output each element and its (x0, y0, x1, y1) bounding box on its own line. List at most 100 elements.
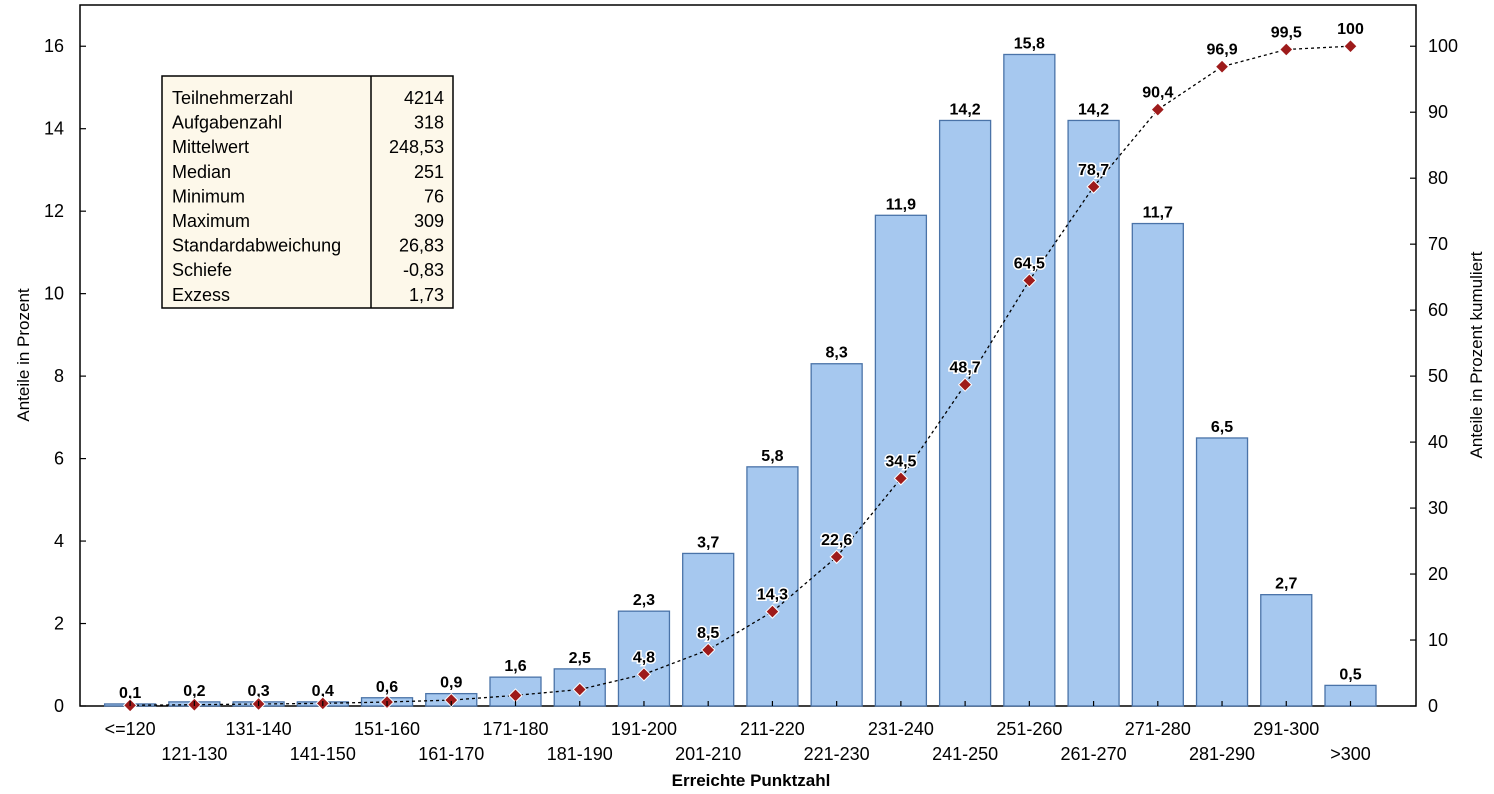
cumulative-marker (957, 377, 973, 392)
y-tick-label: 6 (54, 449, 64, 469)
cumulative-marker (1022, 273, 1037, 288)
y2-tick-label: 10 (1428, 630, 1448, 650)
bar (682, 552, 735, 707)
bar-value-label: 6,5 (1211, 419, 1233, 436)
cumulative-value-label: 22,6 (821, 532, 852, 549)
cumulative-value-label: 100 (1337, 21, 1364, 38)
bar-value-label: 0,3 (247, 683, 269, 700)
cumulative-value-label: 96,9 (1206, 42, 1237, 59)
bar-value-label: 11,9 (886, 196, 916, 213)
statistics-value: 318 (414, 113, 444, 133)
y2-tick-label: 30 (1428, 498, 1448, 518)
x-tick-label: 201-210 (675, 744, 741, 764)
bar-value-label: 0,1 (119, 685, 141, 702)
statistics-value: 251 (414, 162, 444, 182)
x-tick-label: 131-140 (226, 719, 292, 739)
bar-value-label: 15,8 (1014, 35, 1045, 52)
y2-tick-label: 0 (1428, 696, 1438, 716)
statistics-value: 1,73 (409, 285, 444, 305)
x-tick-label: 221-230 (804, 744, 870, 764)
statistics-value: 26,83 (399, 236, 444, 256)
bar-value-label: 11,7 (1143, 205, 1173, 222)
statistics-label: Schiefe (172, 260, 232, 280)
x-tick-label: 141-150 (290, 744, 356, 764)
bar-value-label: 14,2 (1078, 101, 1109, 118)
bar (938, 119, 992, 707)
cumulative-value-label: 78,7 (1078, 162, 1109, 179)
statistics-value: 76 (424, 186, 444, 206)
cumulative-marker (1279, 42, 1294, 57)
y-tick-label: 4 (54, 531, 64, 551)
x-tick-label: >300 (1330, 744, 1371, 764)
x-tick-label: 281-290 (1189, 744, 1255, 764)
y-tick-label: 8 (54, 366, 64, 386)
statistics-label: Minimum (172, 186, 245, 206)
statistics-value: -0,83 (403, 260, 444, 280)
statistics-label: Exzess (172, 285, 230, 305)
y-axis-right: 0 10 20 30 40 50 60 70 80 90 100 (1410, 36, 1458, 716)
cumulative-marker (893, 471, 909, 486)
cumulative-value-label: 34,5 (885, 453, 916, 470)
cumulative-value-label: 4,8 (633, 649, 655, 666)
cumulative-marker (444, 692, 459, 708)
cumulative-value-label: 8,5 (697, 625, 719, 642)
bar-value-label: 0,6 (376, 679, 398, 696)
x-tick-label: 151-160 (354, 719, 420, 739)
statistics-box-background (161, 75, 454, 309)
statistics-box: Teilnehmerzahl 4214 Aufgabenzahl 318 Mittelw… (161, 75, 454, 309)
y-tick-label: 14 (44, 119, 64, 139)
x-tick-label: 181-190 (547, 744, 613, 764)
bar (746, 466, 799, 707)
x-tick-label: 261-270 (1061, 744, 1127, 764)
statistics-label: Aufgabenzahl (172, 113, 282, 133)
y2-tick-label: 40 (1428, 432, 1448, 452)
cumulative-marker (1214, 59, 1230, 74)
cumulative-marker (572, 682, 587, 697)
y2-tick-label: 100 (1428, 36, 1458, 56)
cumulative-labels: 4,8 8,5 14,3 22,6 34,5 48,7 64,5 78,7 90,4 96,9 99… (631, 20, 1365, 668)
bar (1067, 119, 1120, 707)
statistics-value: 4214 (404, 88, 444, 108)
cumulative-value-label: 99,5 (1271, 25, 1302, 42)
bar-value-label: 5,8 (761, 448, 783, 465)
cumulative-marker (829, 549, 844, 565)
bar-value-label: 3,7 (697, 534, 719, 551)
statistics-label: Median (172, 162, 231, 182)
cumulative-marker (700, 642, 716, 658)
bar-value-label: 0,9 (440, 675, 462, 692)
bar-value-label: 0,2 (183, 683, 205, 700)
x-tick-label: 291-300 (1253, 719, 1319, 739)
cumulative-marker (1086, 179, 1101, 194)
bar-value-label: 1,6 (504, 658, 526, 675)
bar (617, 610, 671, 707)
bar (1003, 53, 1056, 707)
y-tick-label: 12 (44, 201, 64, 221)
y-tick-label: 2 (54, 614, 64, 634)
bar (810, 363, 863, 707)
y-tick-label: 0 (54, 696, 64, 716)
y-axis-title: Anteile in Prozent (14, 288, 33, 422)
cumulative-value-label: 48,7 (950, 360, 981, 377)
x-tick-label: 191-200 (611, 719, 677, 739)
statistics-value: 248,53 (389, 137, 444, 157)
bar (1260, 594, 1313, 707)
cumulative-value-label: 64,5 (1014, 255, 1045, 272)
x-tick-label: 171-180 (482, 719, 548, 739)
y-axis-left: 0 2 4 6 8 10 12 14 16 (44, 36, 86, 716)
x-tick-label: 271-280 (1125, 719, 1191, 739)
cumulative-marker (1150, 102, 1166, 117)
y2-tick-label: 20 (1428, 564, 1448, 584)
statistics-label: Mittelwert (172, 137, 249, 157)
bar (1131, 222, 1184, 707)
bar-value-label: 14,2 (950, 101, 981, 118)
x-axis-title: Erreichte Punktzahl (672, 771, 831, 790)
statistics-label: Teilnehmerzahl (172, 88, 293, 108)
x-tick-label: 161-170 (418, 744, 484, 764)
y2-tick-label: 60 (1428, 300, 1448, 320)
x-tick-label: 121-130 (161, 744, 227, 764)
cumulative-markers (122, 39, 1358, 713)
statistics-rows: Teilnehmerzahl 4214 Aufgabenzahl 318 Mittelw… (172, 88, 444, 305)
bar-value-label: 2,5 (569, 650, 591, 667)
